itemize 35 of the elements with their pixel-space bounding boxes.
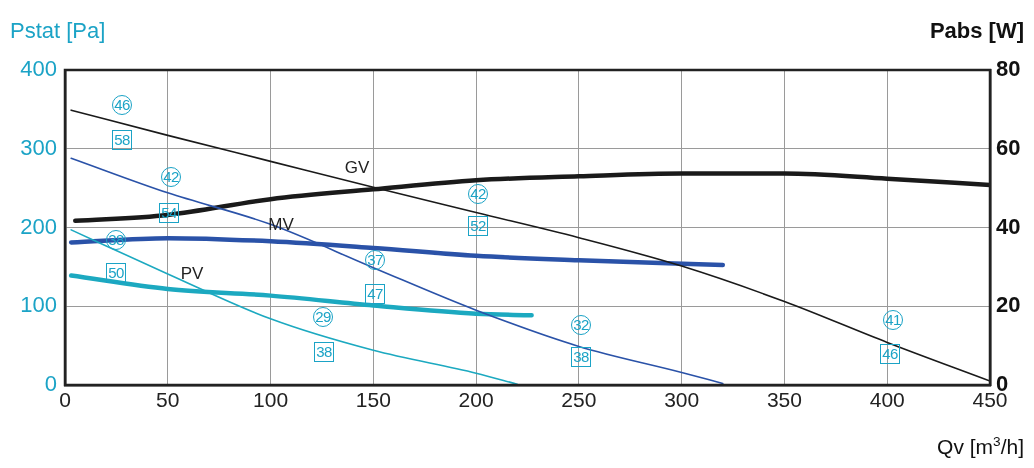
- x-tick-label: 150: [355, 388, 391, 412]
- x-tick-label: 350: [766, 388, 802, 412]
- y-tick-label: 100: [20, 292, 57, 318]
- annotation: 41: [883, 310, 903, 330]
- y-tick-label: 300: [20, 134, 57, 160]
- annotation: 38: [314, 342, 334, 362]
- x-tick-label: 50: [156, 388, 180, 412]
- x-tick-label: 400: [869, 388, 905, 412]
- annotation: 38: [571, 347, 591, 367]
- y2-tick-label: 80: [996, 56, 1021, 82]
- annotation: 42: [468, 184, 488, 204]
- annotation: 46: [112, 95, 132, 115]
- annotation: 32: [571, 315, 591, 335]
- annotation: 52: [468, 216, 488, 236]
- x-tick-label: 300: [664, 388, 700, 412]
- y2-tick-label: 20: [996, 292, 1021, 318]
- annotation: 46: [880, 344, 900, 364]
- y-tick-label: 200: [20, 213, 57, 239]
- y-tick-label: 400: [20, 56, 57, 82]
- annotation: 50: [106, 263, 126, 283]
- annotation: 42: [161, 167, 181, 187]
- annotation: PV: [180, 264, 204, 284]
- annotation: 58: [112, 130, 132, 150]
- y-axis-title: Pstat [Pa]: [10, 18, 106, 43]
- annotation: GV: [344, 158, 370, 178]
- y2-tick-label: 40: [996, 213, 1021, 239]
- annotation: 37: [365, 250, 385, 270]
- x-tick-label: 200: [458, 388, 494, 412]
- annotation: 29: [313, 307, 333, 327]
- x-tick-label: 100: [253, 388, 289, 412]
- x-tick-label: 250: [561, 388, 597, 412]
- annotation: 47: [365, 284, 385, 304]
- y2-tick-label: 60: [996, 134, 1021, 160]
- line-series: [70, 157, 724, 385]
- y2-axis-title: Pabs [W]: [929, 18, 1024, 43]
